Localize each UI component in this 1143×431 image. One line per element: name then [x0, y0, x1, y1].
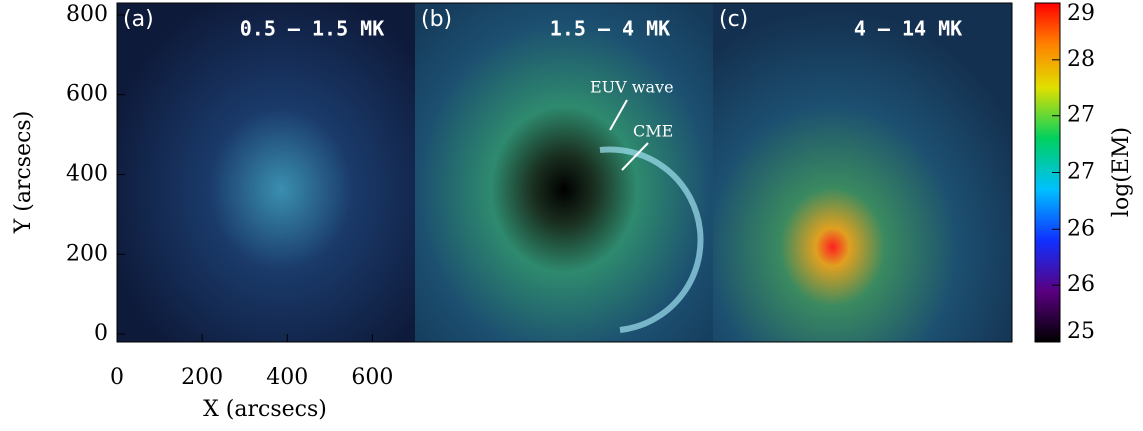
frame	[116, 2, 1013, 343]
x-tick-label: 400	[266, 365, 308, 390]
y-tick-label: 0	[94, 321, 108, 346]
panel-label: (a)	[123, 7, 154, 32]
x-tick-label: 200	[181, 365, 223, 390]
y-tick-label: 200	[66, 241, 108, 266]
panel-title: 4 – 14 MK	[854, 17, 962, 41]
annotation: EUV wave	[590, 78, 674, 97]
x-axis-label: X (arcsecs)	[203, 397, 327, 422]
colorbar-tick-label: 26	[1067, 216, 1095, 241]
x-tick-label: 0	[110, 365, 124, 390]
panel-title: 0.5 – 1.5 MK	[240, 17, 385, 41]
panel-label: (b)	[421, 7, 452, 32]
y-axis-label: Y (arcsecs)	[11, 111, 36, 235]
colorbar-tick-label: 28	[1067, 47, 1095, 72]
colorbar-tick-label: 27	[1067, 103, 1095, 128]
y-tick-label: 800	[66, 2, 108, 27]
colorbar-tick-label: 26	[1067, 272, 1095, 297]
panel-label: (c)	[719, 7, 748, 32]
colorbar-tick-label: 29	[1067, 1, 1095, 26]
arrow	[621, 142, 649, 171]
x-tick-label: 600	[351, 365, 393, 390]
y-tick-label: 600	[66, 82, 108, 107]
arrow	[609, 99, 628, 131]
cme-front	[599, 146, 704, 333]
colorbar-label: log(EM)	[1109, 127, 1134, 217]
colorbar-tick-label: 25	[1067, 319, 1095, 344]
y-tick-label: 400	[66, 161, 108, 186]
panel-image	[415, 3, 713, 342]
panel-title: 1.5 – 4 MK	[550, 17, 670, 41]
colorbar-tick-label: 27	[1067, 160, 1095, 185]
panel-image	[713, 3, 1012, 342]
annotation: CME	[633, 122, 673, 141]
panel-image	[117, 3, 415, 342]
